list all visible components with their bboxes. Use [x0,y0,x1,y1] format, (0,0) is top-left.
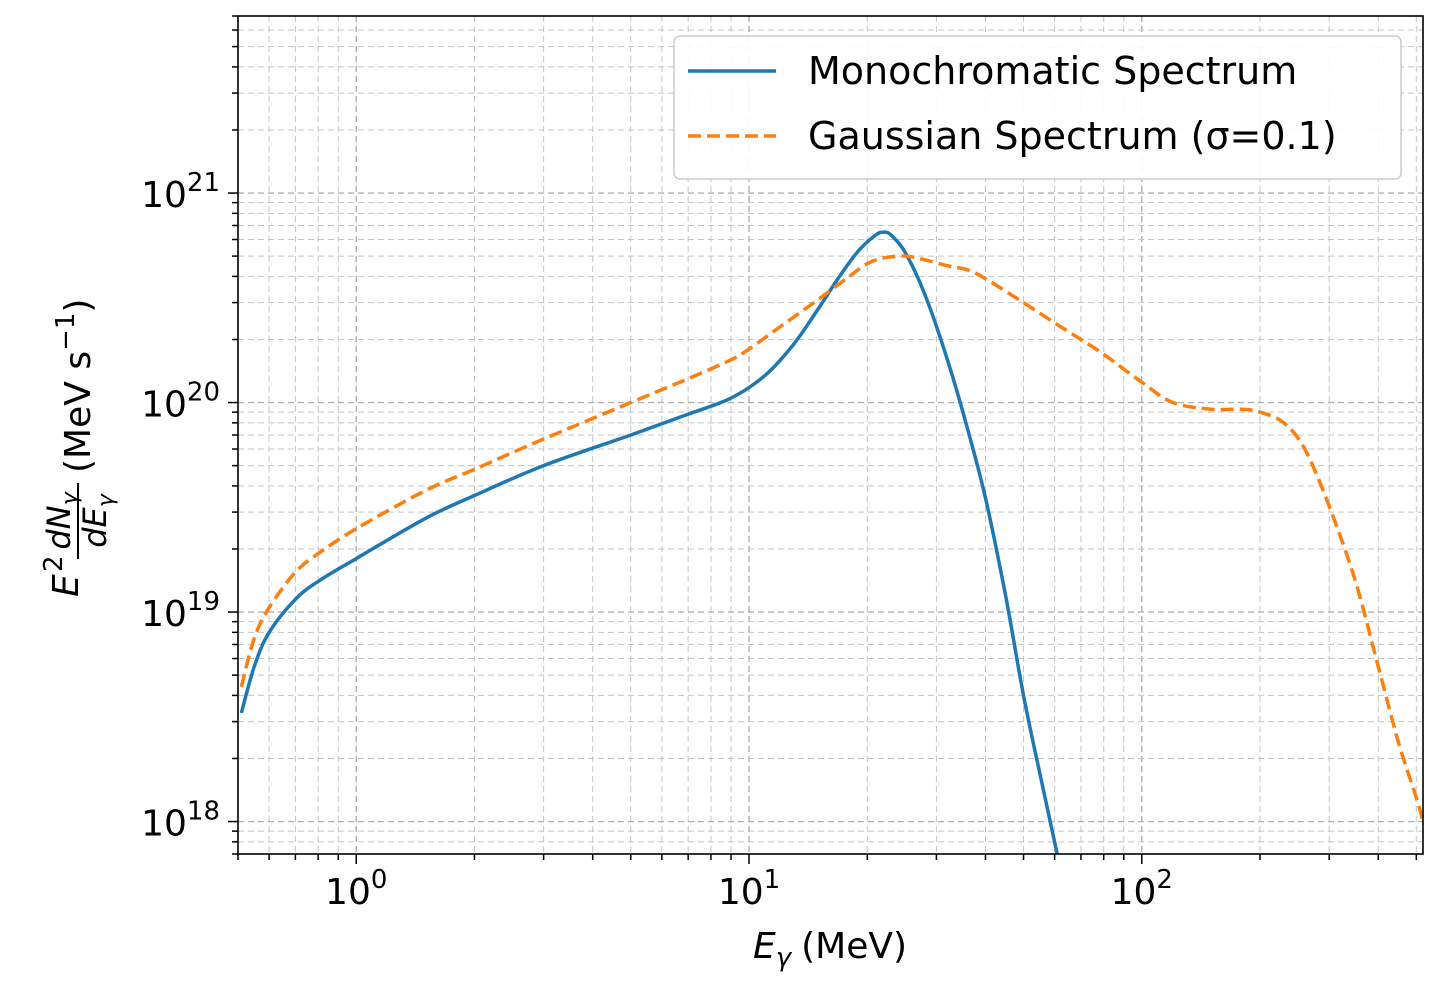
legend-box [673,35,1402,180]
y-axis-label-prefix-sup: 2 [39,555,69,572]
y-tick-label: 1018 [141,797,220,845]
x-axis-label-unit: (MeV) [801,926,907,967]
x-tick-label-base: 10 [1111,872,1157,913]
series-line-monochromatic [239,230,1060,854]
y-axis-label-prefix: E [46,574,87,597]
y-axis-label-denominator: dEγ [76,493,119,548]
x-tick-label-exp: 0 [371,865,388,895]
x-axis-label: Eγ (MeV) [753,926,907,973]
y-axis-label-den-sub: γ [94,493,119,507]
y-axis-label-unit-sup: −1 [51,313,81,351]
y-tick-label-exp: 18 [187,797,220,827]
series-group [239,230,1423,854]
x-axis-label-symbol: E [753,926,776,967]
x-tick-label: 100 [325,865,387,913]
series-line-gaussian [239,254,1423,822]
y-tick-label: 1020 [141,378,220,426]
x-tick-label-base: 10 [718,872,764,913]
x-tick-label: 101 [718,865,780,913]
y-tick-label-exp: 20 [187,378,220,408]
y-tick-label-base: 10 [141,594,187,635]
x-tick-label: 102 [1111,865,1173,913]
x-axis-label-subscript: γ [776,943,793,973]
y-axis-label-numerator: dNγ [40,491,83,549]
y-axis-label-unit: (MeV s−1) [51,299,99,473]
y-tick-label-base: 10 [141,175,187,216]
legend-label-gaussian: Gaussian Spectrum (σ=0.1) [808,114,1337,158]
y-tick-label-exp: 21 [187,168,220,198]
legend: Monochromatic Spectrum Gaussian Spectrum… [673,35,1402,180]
legend-label-monochromatic: Monochromatic Spectrum [808,49,1297,93]
y-axis-label: E 2 dNγ dEγ (MeV s−1) [39,299,119,597]
y-tick-label: 1021 [141,168,220,216]
x-tick-label-exp: 1 [764,865,781,895]
x-tick-label-base: 10 [325,872,371,913]
y-axis-label-unit-close: ) [58,299,99,313]
y-tick-label-exp: 19 [187,587,220,617]
y-axis-label-unit-main: (MeV s [58,351,99,473]
y-tick-label: 1019 [141,587,220,635]
y-tick-label-base: 10 [141,385,187,426]
x-tick-label-exp: 2 [1156,865,1173,895]
y-axis-label-den: dE [76,506,114,547]
y-axis-label-num-sub: γ [58,491,83,505]
y-tick-label-base: 10 [141,804,187,845]
y-axis-label-num: dN [40,505,78,549]
